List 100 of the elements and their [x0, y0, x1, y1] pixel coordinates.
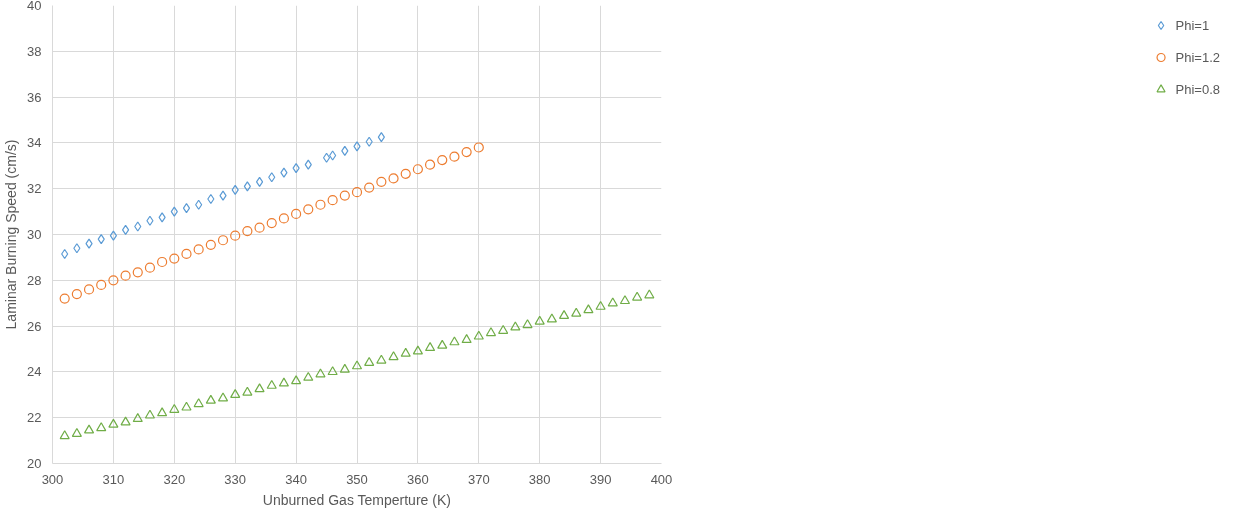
point: [280, 167, 288, 178]
y-tick-label: 32: [27, 181, 42, 197]
y-tick-label: 30: [27, 227, 42, 242]
point: [266, 217, 277, 229]
point: [461, 146, 472, 158]
point: [644, 289, 655, 299]
point: [85, 238, 93, 249]
point: [388, 173, 399, 184]
point: [485, 327, 497, 337]
y-tick-label: 34: [27, 135, 42, 151]
point: [437, 154, 448, 166]
point: [217, 392, 229, 402]
point: [424, 159, 436, 170]
point: [498, 324, 509, 334]
point: [169, 253, 180, 264]
point: [304, 159, 312, 170]
point: [71, 427, 82, 437]
point: [339, 190, 350, 201]
point: [412, 164, 423, 175]
point: [96, 422, 107, 432]
point: [315, 368, 326, 378]
point: [546, 313, 557, 323]
point: [181, 401, 192, 411]
point: [73, 243, 81, 254]
point: [96, 279, 107, 290]
point: [376, 354, 387, 364]
point: [144, 409, 156, 419]
y-axis-title: Laminar Burning Speed (cm/s): [3, 139, 20, 330]
x-tick-label: 320: [163, 471, 186, 487]
point: [71, 288, 82, 300]
point: [169, 403, 180, 413]
point: [291, 375, 302, 385]
x-tick-label: 350: [346, 471, 368, 487]
point: [303, 204, 314, 215]
point: [291, 208, 302, 219]
x-tick-label: 310: [102, 471, 125, 487]
point: [364, 356, 375, 366]
point: [109, 230, 117, 241]
point: [132, 267, 143, 278]
point: [303, 371, 314, 381]
point: [182, 203, 191, 214]
point: [158, 212, 166, 223]
point: [449, 336, 460, 346]
x-tick-label: 300: [41, 471, 64, 487]
point: [146, 215, 154, 226]
x-tick-label: 370: [467, 471, 490, 487]
point: [558, 310, 570, 319]
point: [353, 141, 361, 152]
point: [255, 176, 264, 187]
y-tick-label: 22: [27, 410, 42, 426]
point: [219, 190, 227, 201]
x-tick-label: 380: [528, 471, 551, 487]
legend-label: Phi=1.2: [1175, 49, 1220, 65]
point: [242, 386, 253, 396]
point: [120, 416, 131, 426]
point: [583, 304, 594, 314]
point: [534, 315, 545, 325]
point: [329, 150, 337, 161]
point: [461, 334, 472, 344]
point: [195, 199, 203, 210]
point: [181, 248, 192, 260]
point: [510, 321, 521, 331]
point: [217, 235, 229, 246]
point: [278, 213, 290, 224]
point: [607, 297, 618, 307]
point: [400, 168, 411, 179]
point: [266, 379, 277, 389]
point: [412, 345, 423, 355]
point: [571, 307, 582, 317]
point: [193, 398, 204, 408]
point: [134, 221, 142, 232]
x-tick-label: 330: [224, 471, 247, 487]
point: [108, 418, 119, 428]
point: [254, 222, 265, 233]
point: [170, 206, 178, 217]
point: [351, 187, 363, 198]
point: [473, 330, 484, 340]
point: [59, 293, 70, 304]
point: [595, 300, 606, 310]
point: [377, 132, 385, 143]
point: [242, 225, 253, 237]
point: [522, 319, 533, 329]
x-tick-label: 390: [589, 471, 612, 487]
point: [315, 199, 326, 210]
point: [449, 151, 460, 162]
point: [108, 275, 119, 286]
point: [327, 366, 338, 376]
x-tick-label: 360: [407, 471, 429, 487]
point: [364, 182, 375, 193]
y-tick-label: 40: [27, 0, 42, 13]
y-tick-label: 28: [27, 272, 42, 288]
y-tick-label: 36: [27, 89, 42, 105]
legend-label: Phi=1: [1175, 17, 1210, 33]
point: [388, 351, 399, 361]
point: [59, 430, 70, 440]
point: [121, 224, 130, 236]
point: [424, 342, 436, 352]
point: [400, 347, 411, 357]
y-tick-label: 38: [27, 43, 42, 59]
point: [619, 295, 631, 305]
